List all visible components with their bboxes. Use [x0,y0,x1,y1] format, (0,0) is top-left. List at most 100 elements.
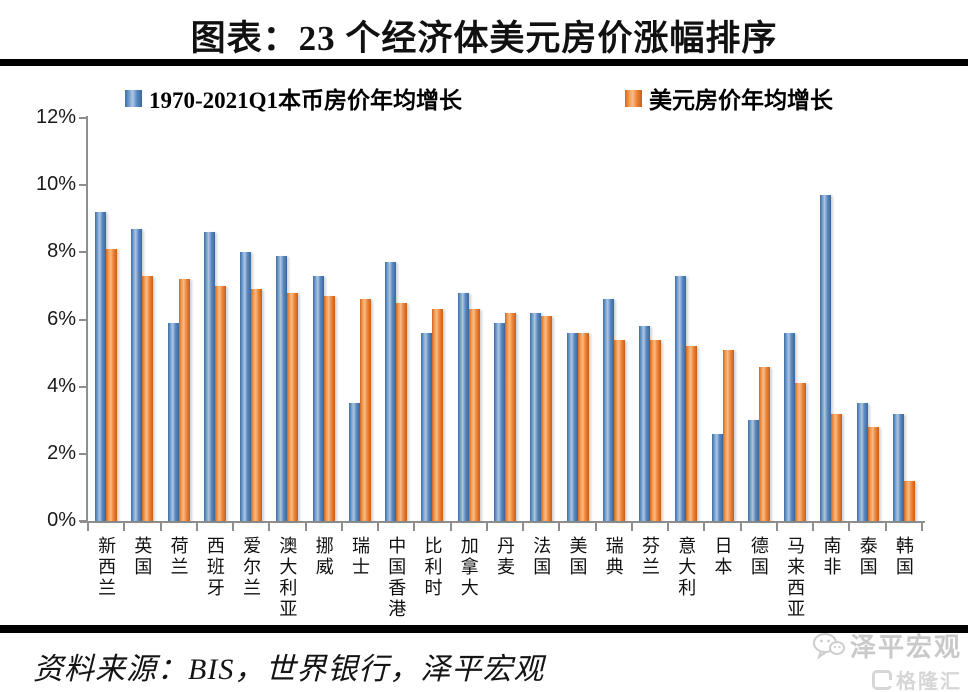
bar-local-英国 [131,228,143,521]
bar-usd-瑞典 [613,339,625,521]
x-category-label: 泰国 [857,536,878,578]
x-category-label: 德国 [748,536,769,578]
bar-usd-美国 [577,332,589,521]
bar-usd-西班牙 [214,285,226,521]
x-tick-mark [268,523,271,531]
x-tick-mark [159,523,162,531]
bar-usd-南非 [831,413,843,521]
x-tick-mark [123,523,126,531]
x-category-label: 丹麦 [494,536,515,578]
x-tick-mark [413,523,416,531]
y-tick-label: 4% [47,374,76,397]
x-category-label: 美国 [567,536,588,578]
bar-local-新西兰 [95,212,107,521]
bar-local-泰国 [856,403,868,521]
x-tick-mark [594,523,597,531]
x-category-label: 瑞典 [603,536,624,578]
bar-usd-韩国 [903,480,915,521]
legend-item-usd: 美元房价年均增长 [625,81,833,115]
x-tick-mark [522,523,525,531]
bar-local-德国 [747,420,759,521]
gelonghui-logo-icon [872,669,892,690]
bar-usd-新西兰 [106,248,118,521]
y-tick-mark [79,117,86,119]
x-category-label: 爱尔兰 [241,536,262,599]
y-tick-label: 2% [47,441,76,464]
x-tick-mark [667,523,670,531]
watermark: 泽平宏观 格隆汇 [812,627,962,692]
y-axis-line [86,116,88,523]
bar-local-比利时 [421,332,433,521]
x-category-label: 荷兰 [168,536,189,578]
y-tick-label: 10% [35,173,76,196]
bar-local-丹麦 [494,322,505,521]
x-tick-mark [812,523,815,531]
x-category-label: 芬兰 [640,536,661,578]
y-tick-label: 6% [47,307,76,330]
bar-local-爱尔兰 [240,252,252,521]
watermark-platform: 格隆汇 [896,671,962,692]
bar-usd-法国 [541,316,553,521]
x-tick-mark [630,523,633,531]
x-tick-mark [87,523,89,531]
bar-local-日本 [711,433,723,521]
bar-local-荷兰 [167,322,179,521]
y-tick-mark [79,385,86,388]
x-tick-mark [449,523,452,531]
bar-local-加拿大 [457,292,469,521]
y-tick-mark [79,184,86,187]
x-category-label: 韩国 [893,536,914,578]
y-tick-label: 8% [47,240,76,263]
x-tick-mark [739,523,742,531]
bar-usd-德国 [758,366,770,521]
x-tick-mark [775,523,778,531]
x-category-label: 比利时 [422,536,443,599]
x-category-label: 瑞士 [349,536,370,578]
bar-local-中国香港 [385,262,397,521]
x-category-label: 意大利 [676,536,697,599]
y-tick-label: 12% [35,106,76,128]
bar-usd-泰国 [867,426,879,521]
x-category-label: 南非 [821,536,842,578]
x-category-label: 日本 [712,536,733,578]
x-tick-mark [304,523,307,531]
x-tick-mark [485,523,488,531]
bar-local-韩国 [892,413,904,521]
bar-usd-日本 [722,349,734,521]
bar-local-西班牙 [203,232,215,521]
x-tick-mark [232,523,235,531]
x-tick-mark [558,523,561,531]
bar-local-澳大利亚 [276,255,288,521]
bar-local-挪威 [312,275,324,521]
x-category-label: 加拿大 [458,536,479,599]
bar-local-瑞典 [602,299,614,521]
bar-usd-中国香港 [396,302,408,521]
y-tick-mark [79,452,86,455]
y-tick-mark [79,251,86,254]
bar-usd-加拿大 [468,309,480,521]
bar-local-法国 [530,312,542,521]
x-tick-mark [703,523,706,531]
bar-local-意大利 [675,275,687,521]
x-category-label: 马来西亚 [785,536,806,620]
page-title: 图表：23 个经济体美元房价涨幅排序 [190,19,778,58]
x-tick-mark [848,523,851,531]
x-category-label: 新西兰 [96,536,117,599]
bar-local-瑞士 [348,403,360,521]
bar-usd-马来西亚 [795,383,807,521]
x-tick-mark [340,523,343,531]
bar-local-美国 [566,332,578,521]
bar-usd-澳大利亚 [287,292,299,521]
bar-usd-挪威 [323,295,335,521]
x-tick-mark [377,523,380,531]
bar-usd-比利时 [432,309,444,521]
wechat-icon [812,632,845,660]
legend-label: 1970-2021Q1本币房价年均增长 [149,88,463,113]
watermark-brand: 泽平宏观 [849,633,962,662]
bar-local-马来西亚 [784,332,796,521]
bar-usd-瑞士 [359,299,371,521]
source-note: 资料来源：BIS，世界银行，泽平宏观 [33,653,545,686]
x-category-label: 中国香港 [386,536,407,620]
bar-usd-爱尔兰 [251,289,263,521]
